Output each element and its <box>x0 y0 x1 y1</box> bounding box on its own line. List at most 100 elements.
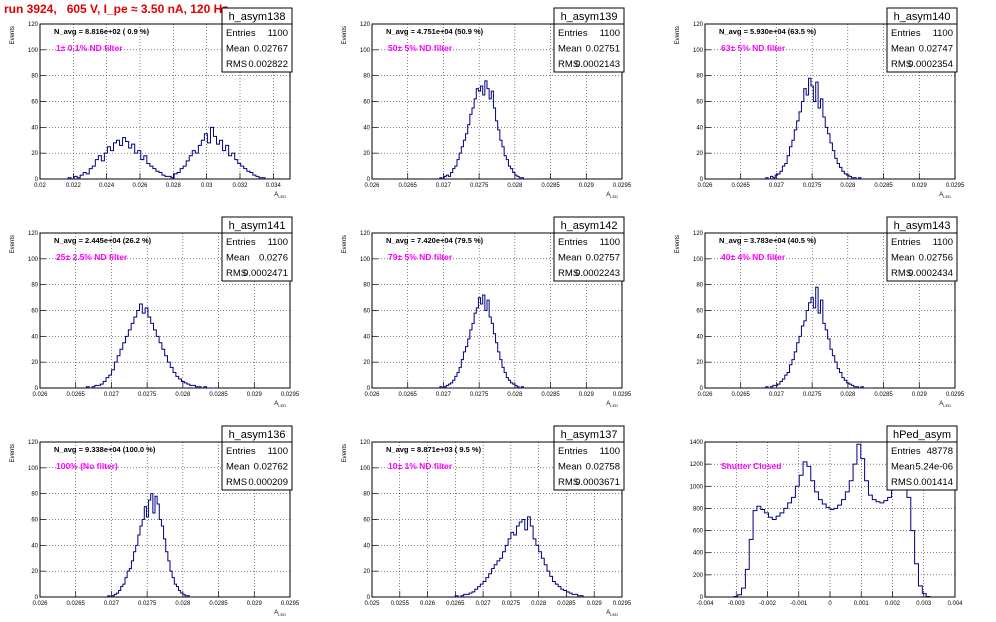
filter-annotation: 63± 5% ND filter <box>721 43 786 53</box>
histogram-panel-h_asym139: 0.026 0.0265 0.027 0.0275 0.028 0.0285 0.029 0.… <box>342 7 632 199</box>
y-tick-label: 80 <box>363 283 370 289</box>
filter-annotation: 1± 0.1% ND filter <box>56 43 123 53</box>
y-tick-label: 40 <box>31 125 38 131</box>
stats-box <box>221 441 293 491</box>
x-tick-label: 0.0275 <box>138 392 157 398</box>
stats-value: 1100 <box>268 446 288 457</box>
stats-label: Mean <box>891 462 915 473</box>
y-tick-label: 40 <box>363 543 370 549</box>
filter-annotation: 100% (No filter) <box>56 461 118 471</box>
x-tick-label: 0.0275 <box>803 392 822 398</box>
y-tick-label: 60 <box>363 518 370 524</box>
y-tick-label: 0 <box>367 177 371 183</box>
x-tick-label: 0.029 <box>247 392 263 398</box>
y-tick-label: 100 <box>693 257 704 263</box>
x-axis-label: ALED <box>606 401 618 408</box>
y-axis-label: Events <box>675 26 681 44</box>
stats-label: RMS <box>891 477 912 488</box>
stats-label: RMS <box>558 477 579 488</box>
stats-label: Mean <box>226 253 250 264</box>
y-tick-label: 20 <box>363 360 370 366</box>
navg-header: N_avg = 7.420e+04 (79.5 %) <box>386 236 484 245</box>
y-tick-label: 80 <box>31 492 38 498</box>
y-tick-label: 100 <box>28 48 39 54</box>
stats-value: 0.0276 <box>259 253 288 264</box>
x-tick-label: 0.0275 <box>502 601 521 607</box>
x-tick-label: 0.026 <box>697 392 713 398</box>
stats-value: 0.0003671 <box>575 477 620 488</box>
stats-box <box>886 232 958 282</box>
y-tick-label: 40 <box>363 334 370 340</box>
histogram-panel-h_asym138: 0.02 0.022 0.024 0.026 0.028 0.03 0.032 0.034 0 2… <box>10 7 293 199</box>
y-tick-label: 120 <box>28 440 39 446</box>
stats-label: Mean <box>558 253 582 264</box>
y-tick-label: 0 <box>35 386 39 392</box>
histogram-name: h_asym141 <box>229 220 286 232</box>
x-tick-label: 0.0265 <box>732 183 751 189</box>
filter-annotation: 10± 1% ND filter <box>388 461 453 471</box>
histogram-panel-h_asym136: 0.026 0.0265 0.027 0.0275 0.028 0.0285 0.029 0.… <box>10 425 300 617</box>
y-tick-label: 40 <box>696 125 703 131</box>
navg-header: N_avg = 4.751e+04 (50.9 %) <box>386 27 484 36</box>
x-axis-label: ALED <box>606 192 618 199</box>
x-tick-label: 0.029 <box>247 601 263 607</box>
histogram-name: h_asym138 <box>229 11 286 23</box>
filter-annotation: 50± 5% ND filter <box>388 43 453 53</box>
y-tick-label: 100 <box>360 466 371 472</box>
y-tick-label: 600 <box>693 529 704 535</box>
stats-value: 0.001414 <box>913 477 953 488</box>
stats-label: Entries <box>558 446 588 457</box>
y-tick-label: 120 <box>28 22 39 28</box>
histogram-panel-h_asym141: 0.026 0.0265 0.027 0.0275 0.028 0.0285 0.029 0.… <box>10 216 300 408</box>
stats-value: 0.02767 <box>254 44 288 55</box>
histogram-panel-hPed_asym: -0.004 -0.003 -0.002 -0.001 0 0.001 0.002 0.003… <box>690 425 963 607</box>
stats-box <box>221 232 293 282</box>
y-tick-label: 20 <box>696 360 703 366</box>
x-tick-label: 0.029 <box>912 392 928 398</box>
x-tick-label: 0.027 <box>436 392 452 398</box>
stats-value: 0.000209 <box>248 477 288 488</box>
stats-label: RMS <box>226 477 247 488</box>
x-tick-label: 0.0265 <box>67 392 86 398</box>
x-tick-label: 0.0285 <box>209 601 228 607</box>
y-tick-label: 120 <box>693 22 704 28</box>
stats-value: 0.02757 <box>586 253 620 264</box>
x-tick-label: 0.027 <box>769 183 785 189</box>
y-tick-label: 0 <box>35 177 39 183</box>
x-tick-label: 0.027 <box>769 392 785 398</box>
stats-label: Entries <box>226 237 256 248</box>
stats-box <box>221 23 293 73</box>
x-tick-label: 0.0285 <box>541 392 560 398</box>
x-tick-label: 0.026 <box>32 601 48 607</box>
histogram-name: h_asym136 <box>229 429 286 441</box>
stats-value: 5.24e-06 <box>915 462 953 473</box>
y-tick-label: 40 <box>31 334 38 340</box>
y-tick-label: 100 <box>693 48 704 54</box>
x-axis-label: ALED <box>939 401 951 408</box>
x-tick-label: 0.029 <box>579 392 595 398</box>
y-tick-label: 0 <box>700 595 704 601</box>
y-tick-label: 40 <box>696 334 703 340</box>
y-tick-label: 0 <box>35 595 39 601</box>
x-tick-label: 0.0265 <box>399 392 418 398</box>
y-tick-label: 1000 <box>690 484 704 490</box>
stats-label: Mean <box>891 44 915 55</box>
x-tick-label: 0.026 <box>32 392 48 398</box>
y-tick-label: 60 <box>696 100 703 106</box>
x-tick-label: 0.0275 <box>803 183 822 189</box>
stats-value: 0.02751 <box>586 44 620 55</box>
x-tick-label: 0.029 <box>912 183 928 189</box>
stats-label: Entries <box>226 28 256 39</box>
navg-header: N_avg = 2.445e+04 (26.2 %) <box>54 236 152 245</box>
y-tick-label: 80 <box>31 74 38 80</box>
y-tick-label: 120 <box>693 231 704 237</box>
y-tick-label: 0 <box>367 595 371 601</box>
x-tick-label: 0.0285 <box>209 392 228 398</box>
x-tick-label: 0.028 <box>507 392 523 398</box>
stats-value: 1100 <box>600 446 620 457</box>
stats-box <box>553 23 625 73</box>
y-axis-label: Events <box>342 444 348 462</box>
histogram-line <box>765 286 873 389</box>
x-tick-label: 0.0285 <box>874 183 893 189</box>
stats-label: Mean <box>558 462 582 473</box>
